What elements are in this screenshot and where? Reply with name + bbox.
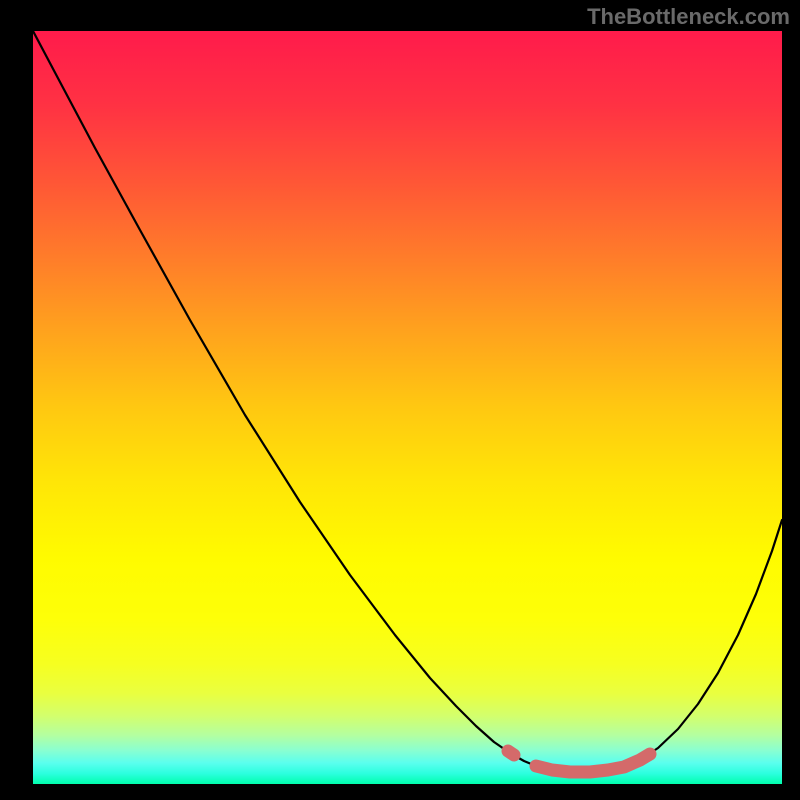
watermark-text: TheBottleneck.com <box>587 4 790 30</box>
plot-area <box>33 31 782 784</box>
chart-container: TheBottleneck.com <box>0 0 800 800</box>
curve-overlay <box>33 31 782 784</box>
